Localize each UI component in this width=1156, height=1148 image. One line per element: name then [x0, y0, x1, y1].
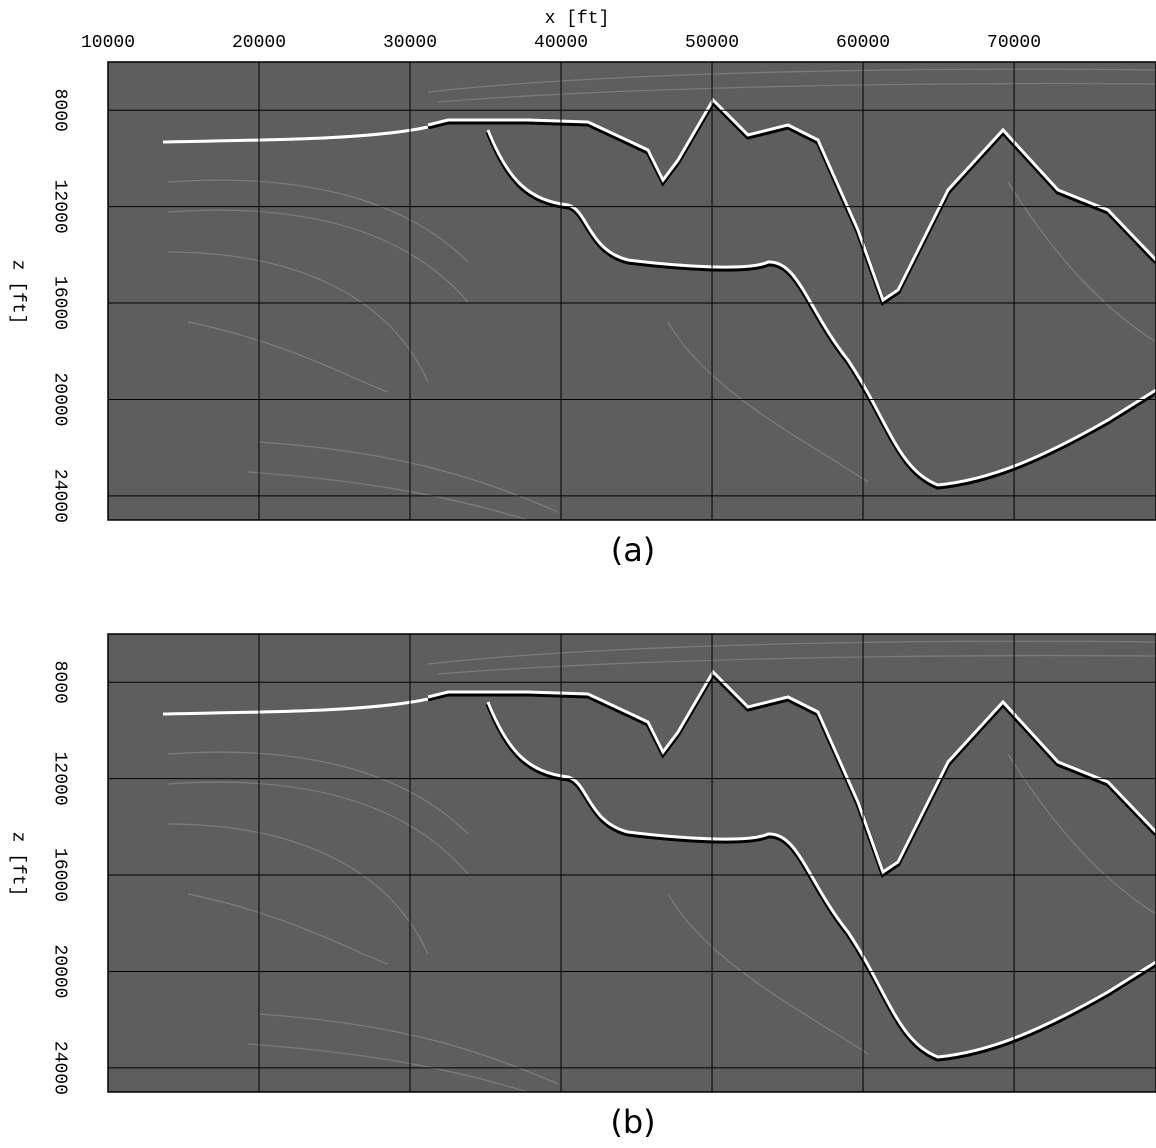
caption: (b)	[610, 1103, 655, 1141]
y-tick-label: 20000	[49, 944, 69, 998]
caption: (a)	[611, 531, 656, 569]
y-tick-label: 12000	[49, 752, 69, 806]
y-tick-label: 20000	[49, 372, 69, 426]
x-tick-label: 60000	[836, 33, 890, 53]
y-tick-label: 24000	[49, 469, 69, 523]
y-tick-label: 8000	[49, 661, 69, 704]
x-tick-label: 10000	[81, 33, 135, 53]
y-tick-label: 12000	[49, 180, 69, 234]
y-tick-label: 16000	[49, 848, 69, 902]
x-tick-label: 40000	[534, 33, 588, 53]
y-axis-label: z [ft]	[7, 832, 27, 897]
y-tick-label: 8000	[49, 89, 69, 132]
x-tick-label: 20000	[232, 33, 286, 53]
x-axis-label: x [ft]	[545, 9, 610, 29]
x-tick-label: 50000	[685, 33, 739, 53]
seismic-image	[108, 62, 1156, 520]
y-axis-label: z [ft]	[7, 260, 27, 325]
x-tick-label: 30000	[383, 33, 437, 53]
y-tick-label: 16000	[49, 276, 69, 330]
x-tick-label: 70000	[987, 33, 1041, 53]
y-tick-label: 24000	[49, 1041, 69, 1095]
seismic-image	[108, 634, 1156, 1092]
